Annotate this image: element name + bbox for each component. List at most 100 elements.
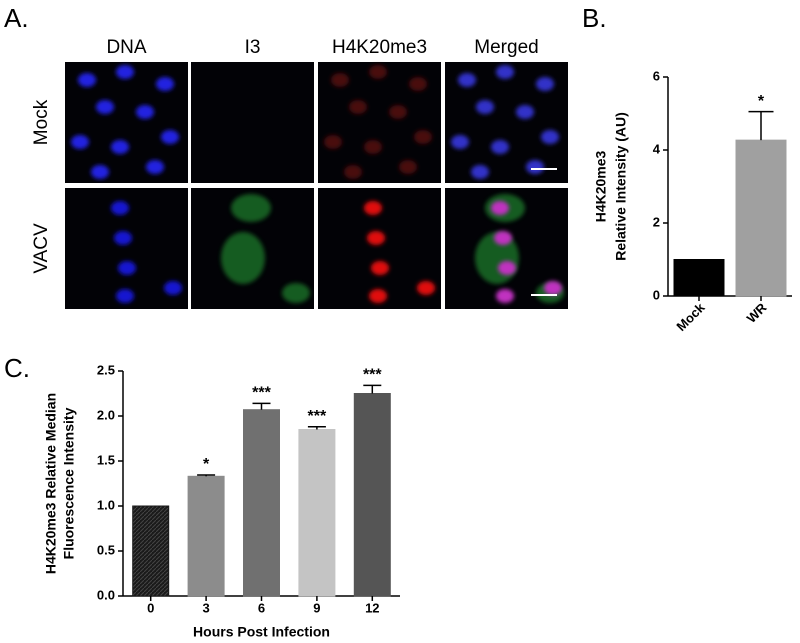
- panel-label: A.: [4, 3, 29, 33]
- y-tick-label: 0: [653, 287, 660, 302]
- nucleus: [451, 135, 469, 149]
- micrograph: [65, 62, 188, 183]
- nucleus: [161, 130, 179, 144]
- significance: *: [758, 93, 765, 110]
- y-tick-label: 6: [653, 68, 660, 83]
- nucleus: [491, 201, 509, 215]
- x-tick-label: Mock: [673, 299, 708, 334]
- bar: [132, 505, 170, 597]
- nucleus: [526, 160, 544, 174]
- nucleus: [111, 201, 129, 215]
- y-tick-label: 0.0: [97, 587, 115, 602]
- significance: ***: [363, 367, 382, 384]
- y-tick-label: 2: [653, 214, 660, 229]
- panel-label: C.: [4, 353, 30, 383]
- nucleus: [71, 135, 89, 149]
- nucleus: [324, 135, 342, 149]
- nucleus: [409, 77, 427, 91]
- nucleus: [399, 160, 417, 174]
- nucleus: [369, 65, 387, 79]
- x-tick-label: 0: [147, 600, 154, 615]
- bar: [298, 429, 336, 597]
- x-tick-label: 6: [258, 600, 265, 615]
- nucleus: [164, 281, 182, 295]
- micrograph: [318, 188, 441, 309]
- y-tick-label: 1.0: [97, 497, 115, 512]
- nucleus: [114, 231, 132, 245]
- bar: [187, 475, 225, 597]
- stain: [282, 283, 310, 303]
- nucleus: [146, 160, 164, 174]
- micrograph: [318, 62, 441, 183]
- nucleus: [331, 73, 349, 87]
- x-tick-label: 12: [365, 600, 379, 615]
- significance: ***: [308, 408, 327, 425]
- x-tick-label: 3: [202, 600, 209, 615]
- nucleus: [498, 261, 516, 275]
- nucleus: [364, 201, 382, 215]
- nucleus: [111, 140, 129, 154]
- significance: *: [203, 456, 210, 473]
- nucleus: [458, 73, 476, 87]
- y-tick-label: 1.5: [97, 452, 115, 467]
- y-tick-label: 2.5: [97, 362, 115, 377]
- stain: [221, 232, 265, 284]
- nucleus: [136, 105, 154, 119]
- nucleus: [78, 73, 96, 87]
- micrograph: [191, 188, 314, 309]
- y-tick-label: 2.0: [97, 407, 115, 422]
- micrographs: DNA I3 H4K20me3 Merged Mock VACV: [31, 37, 568, 309]
- row-label: Mock: [31, 99, 52, 145]
- nucleus: [349, 100, 367, 114]
- nucleus: [116, 65, 134, 79]
- nucleus: [367, 231, 385, 245]
- nucleus: [491, 140, 509, 154]
- micrograph: [445, 188, 568, 309]
- y-axis-label: Relative Intensity (AU): [613, 112, 629, 261]
- nucleus: [116, 289, 134, 303]
- y-axis-label: H4K20me3: [593, 150, 609, 222]
- nucleus: [536, 77, 554, 91]
- y-tick-label: 0.5: [97, 542, 115, 557]
- column-header: Merged: [474, 37, 538, 58]
- micrograph: [65, 188, 188, 309]
- stain: [231, 194, 271, 222]
- nucleus: [156, 77, 174, 91]
- nucleus: [118, 261, 136, 275]
- column-header: I3: [245, 37, 261, 58]
- nucleus: [496, 65, 514, 79]
- significance: ***: [252, 385, 271, 402]
- nucleus: [494, 231, 512, 245]
- nucleus: [414, 130, 432, 144]
- nucleus: [389, 105, 407, 119]
- y-tick-label: 4: [653, 141, 661, 156]
- micrograph: [445, 62, 568, 183]
- bar: [673, 259, 725, 297]
- row-label: VACV: [31, 223, 52, 274]
- nucleus: [544, 281, 562, 295]
- nucleus: [541, 130, 559, 144]
- nucleus: [96, 100, 114, 114]
- micrograph-bg: [191, 62, 314, 183]
- nucleus: [91, 165, 109, 179]
- y-axis-label: H4K20me3 Relative Median: [43, 393, 59, 574]
- y-axis-label: Fluorescence Intensity: [61, 407, 77, 559]
- nucleus: [417, 281, 435, 295]
- nucleus: [476, 100, 494, 114]
- panel-label: B.: [582, 3, 607, 33]
- nucleus: [369, 289, 387, 303]
- nucleus: [516, 105, 534, 119]
- nucleus: [471, 165, 489, 179]
- x-axis-label: Hours Post Infection: [193, 624, 330, 640]
- nucleus: [344, 165, 362, 179]
- micrograph: [191, 62, 314, 183]
- nucleus: [496, 289, 514, 303]
- bar: [243, 409, 280, 597]
- nucleus: [364, 140, 382, 154]
- bar: [735, 139, 787, 297]
- nucleus: [371, 261, 389, 275]
- column-header: H4K20me3: [332, 37, 427, 58]
- bar: [353, 393, 391, 597]
- x-tick-label: 9: [313, 600, 320, 615]
